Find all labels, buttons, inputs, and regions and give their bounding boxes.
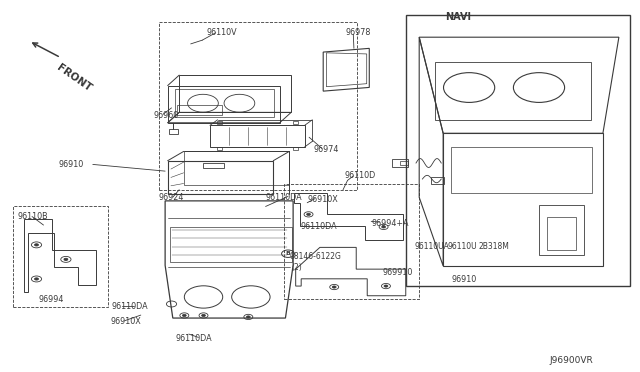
Text: J96900VR: J96900VR <box>549 356 593 365</box>
Bar <box>13 206 108 307</box>
Circle shape <box>381 226 385 228</box>
Bar <box>202 163 223 168</box>
Bar <box>392 158 408 167</box>
Circle shape <box>246 316 250 318</box>
Bar <box>210 125 305 147</box>
Text: (2): (2) <box>292 263 303 272</box>
Text: NAVI: NAVI <box>445 12 471 22</box>
Bar <box>168 86 280 123</box>
Bar <box>400 161 408 165</box>
Bar <box>451 147 592 193</box>
Text: 96910X: 96910X <box>110 317 141 326</box>
Bar <box>435 62 591 119</box>
Circle shape <box>202 314 205 317</box>
Text: 96974: 96974 <box>314 145 339 154</box>
Text: 08146-6122G: 08146-6122G <box>289 252 341 261</box>
Text: 96110D: 96110D <box>344 171 376 180</box>
Text: 96994+A: 96994+A <box>371 219 409 228</box>
Text: 96924: 96924 <box>158 193 184 202</box>
Text: FRONT: FRONT <box>54 62 93 94</box>
Bar <box>431 177 444 184</box>
Bar <box>539 205 584 255</box>
Text: 96910X: 96910X <box>307 195 338 204</box>
Circle shape <box>35 244 38 246</box>
Bar <box>292 147 298 150</box>
Text: 96110DA: 96110DA <box>301 222 337 231</box>
Bar <box>406 15 630 286</box>
Text: 96110DA: 96110DA <box>176 334 212 343</box>
Bar <box>169 129 178 134</box>
Bar <box>159 22 357 190</box>
Text: 96960: 96960 <box>154 111 179 120</box>
Text: 96110DA: 96110DA <box>266 193 302 202</box>
Text: 96910: 96910 <box>59 160 84 169</box>
Text: B: B <box>285 251 291 256</box>
Circle shape <box>182 314 186 317</box>
Text: 96110UA: 96110UA <box>415 242 449 251</box>
Circle shape <box>384 285 388 287</box>
Text: 96110V: 96110V <box>206 28 237 37</box>
Circle shape <box>307 213 310 215</box>
Bar <box>170 227 292 262</box>
Text: 96978: 96978 <box>346 28 371 37</box>
Bar <box>177 105 221 115</box>
Circle shape <box>64 258 68 260</box>
Bar <box>547 217 576 250</box>
Circle shape <box>35 278 38 280</box>
Text: 2B318M: 2B318M <box>479 242 509 251</box>
Text: 969910: 969910 <box>382 268 412 277</box>
Bar <box>175 89 274 117</box>
Bar <box>284 184 419 299</box>
Bar <box>184 151 289 185</box>
Bar <box>292 121 298 124</box>
Bar <box>168 161 273 194</box>
Text: 96910: 96910 <box>451 275 476 284</box>
Bar <box>217 121 222 124</box>
Text: 96110B: 96110B <box>18 212 49 221</box>
Text: 96110U: 96110U <box>448 242 477 251</box>
Bar <box>217 147 222 150</box>
Circle shape <box>332 286 336 288</box>
Text: 96110DA: 96110DA <box>112 302 148 311</box>
Text: 96994: 96994 <box>38 295 64 304</box>
